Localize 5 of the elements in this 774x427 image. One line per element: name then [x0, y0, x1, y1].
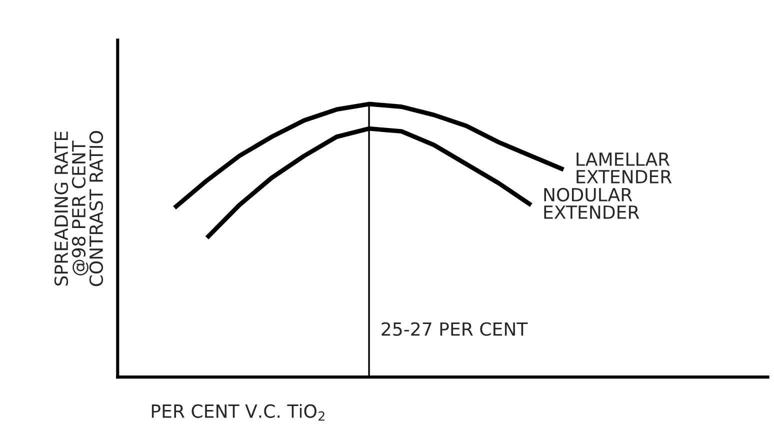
series-label: NODULAR EXTENDER [544, 188, 640, 219]
series-label: LAMELLAR EXTENDER [576, 152, 672, 184]
y-axis-title: SPREADING RATE @98 PER CENT CONTRAST RATIO [54, 131, 104, 286]
x-axis-title: PER CENT V.C. TiO$_{2}$ [152, 404, 324, 421]
annotation: 25-27 PER CENT [382, 322, 528, 336]
